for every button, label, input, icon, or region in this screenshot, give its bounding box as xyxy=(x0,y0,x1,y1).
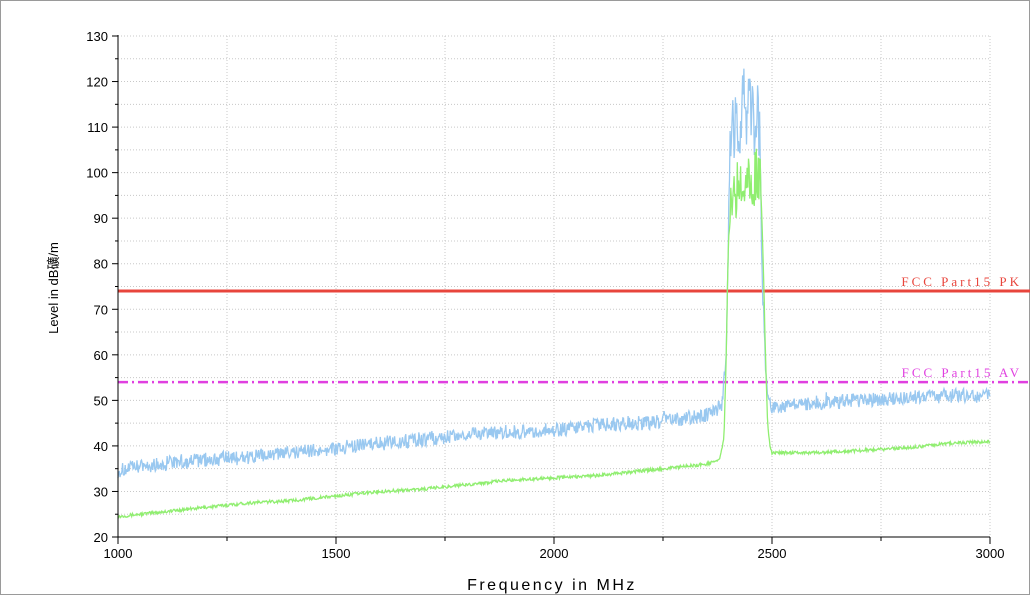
series-line-1 xyxy=(117,68,991,479)
limit-lines: FCC Part15 PK FCC Part15 AV xyxy=(118,274,1030,384)
y-tick-label: 80 xyxy=(94,257,108,272)
limit-label-fcc-part15-pk: FCC Part15 PK xyxy=(901,274,1022,289)
data-series xyxy=(117,68,991,519)
x-tick-label: 2000 xyxy=(540,546,569,561)
x-axis-title: Frequency in MHz xyxy=(467,577,637,594)
series-line-2 xyxy=(117,148,991,519)
y-tick-label: 60 xyxy=(94,348,108,363)
y-tick-label: 70 xyxy=(94,302,108,317)
y-axis-title: Level in dB礦/m xyxy=(46,242,61,334)
x-tick-label: 2500 xyxy=(758,546,787,561)
y-tick-label: 20 xyxy=(94,530,108,545)
x-tick-label: 3000 xyxy=(976,546,1005,561)
x-tick-label: 1500 xyxy=(322,546,351,561)
y-tick-label: 50 xyxy=(94,393,108,408)
y-tick-label: 90 xyxy=(94,211,108,226)
limit-label-fcc-part15-av: FCC Part15 AV xyxy=(902,365,1022,380)
y-tick-label: 100 xyxy=(86,166,108,181)
axes: 20 30 40 50 60 70 80 90 100 110 120 130 1000 1500 2000… xyxy=(86,29,1004,561)
y-tick-label: 130 xyxy=(86,29,108,44)
y-tick-label: 120 xyxy=(86,75,108,90)
x-tick-label: 1000 xyxy=(104,546,133,561)
y-tick-label: 30 xyxy=(94,484,108,499)
y-tick-label: 110 xyxy=(87,120,108,135)
y-tick-label: 40 xyxy=(94,439,108,454)
